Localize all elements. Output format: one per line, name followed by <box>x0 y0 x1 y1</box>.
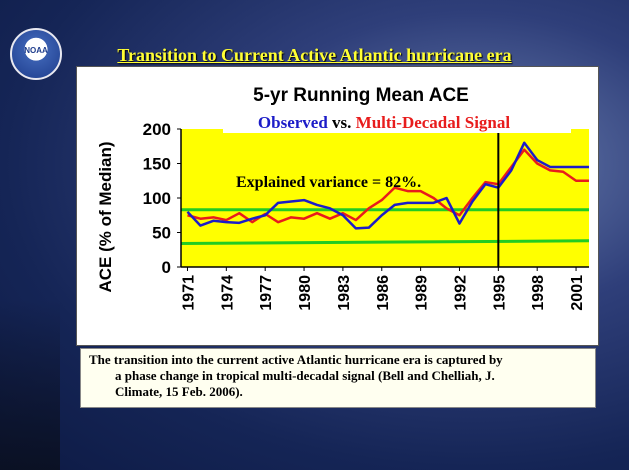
tower-silhouette <box>0 300 60 470</box>
caption-box: The transition into the current active A… <box>80 348 596 408</box>
y-axis-label: ACE (% of Median) <box>96 141 115 292</box>
annotation-explained-variance: Explained variance = 82%. <box>236 174 421 191</box>
y-tick-label: 100 <box>143 189 171 208</box>
subtitle-box <box>223 109 571 133</box>
y-tick-label: 0 <box>162 258 171 277</box>
series-line-multi-decadal-signal <box>187 148 589 224</box>
chart-title: 5-yr Running Mean ACE <box>253 85 469 106</box>
subtitle-vs: vs. <box>328 113 356 132</box>
subtitle-multidecadal: Multi-Decadal Signal <box>356 113 511 132</box>
series-line-observed <box>186 141 589 230</box>
y-tick-label: 150 <box>143 155 171 174</box>
x-tick-label: 1974 <box>219 275 236 311</box>
noaa-logo: NOAA <box>10 28 62 80</box>
y-tick-label: 50 <box>152 224 171 243</box>
subtitle-observed: Observed <box>258 113 328 132</box>
caption-line-3: Climate, 15 Feb. 2006). <box>115 384 243 399</box>
x-tick-label: 1980 <box>297 275 314 311</box>
x-tick-label: 1995 <box>491 275 508 311</box>
x-tick-label: 1986 <box>375 275 392 311</box>
x-tick-label: 2001 <box>569 275 586 311</box>
y-tick-label: 200 <box>143 120 171 139</box>
ace-chart: 0 50 100 150 200 1971 1974 1977 1980 1983 1986 198… <box>96 85 590 311</box>
x-tick-label: 1998 <box>530 275 547 311</box>
caption-line-2: a phase change in tropical multi-decadal… <box>115 368 495 383</box>
reference-line-2 <box>180 239 590 246</box>
x-tick-label: 1983 <box>336 275 353 311</box>
x-tick-label: 1989 <box>414 275 431 311</box>
x-tick-label: 1992 <box>452 275 469 311</box>
logo-text: NOAA <box>24 46 48 55</box>
caption-line-1: The transition into the current active A… <box>89 352 503 367</box>
chart-panel: 0 50 100 150 200 1971 1974 1977 1980 1983 1986 198… <box>76 66 599 346</box>
x-tick-label: 1977 <box>258 275 275 311</box>
x-tick-label: 1971 <box>180 275 197 311</box>
slide-title: Transition to Current Active Atlantic hu… <box>117 45 512 65</box>
chart-subtitle: Observed vs. Multi-Decadal Signal <box>258 113 510 132</box>
